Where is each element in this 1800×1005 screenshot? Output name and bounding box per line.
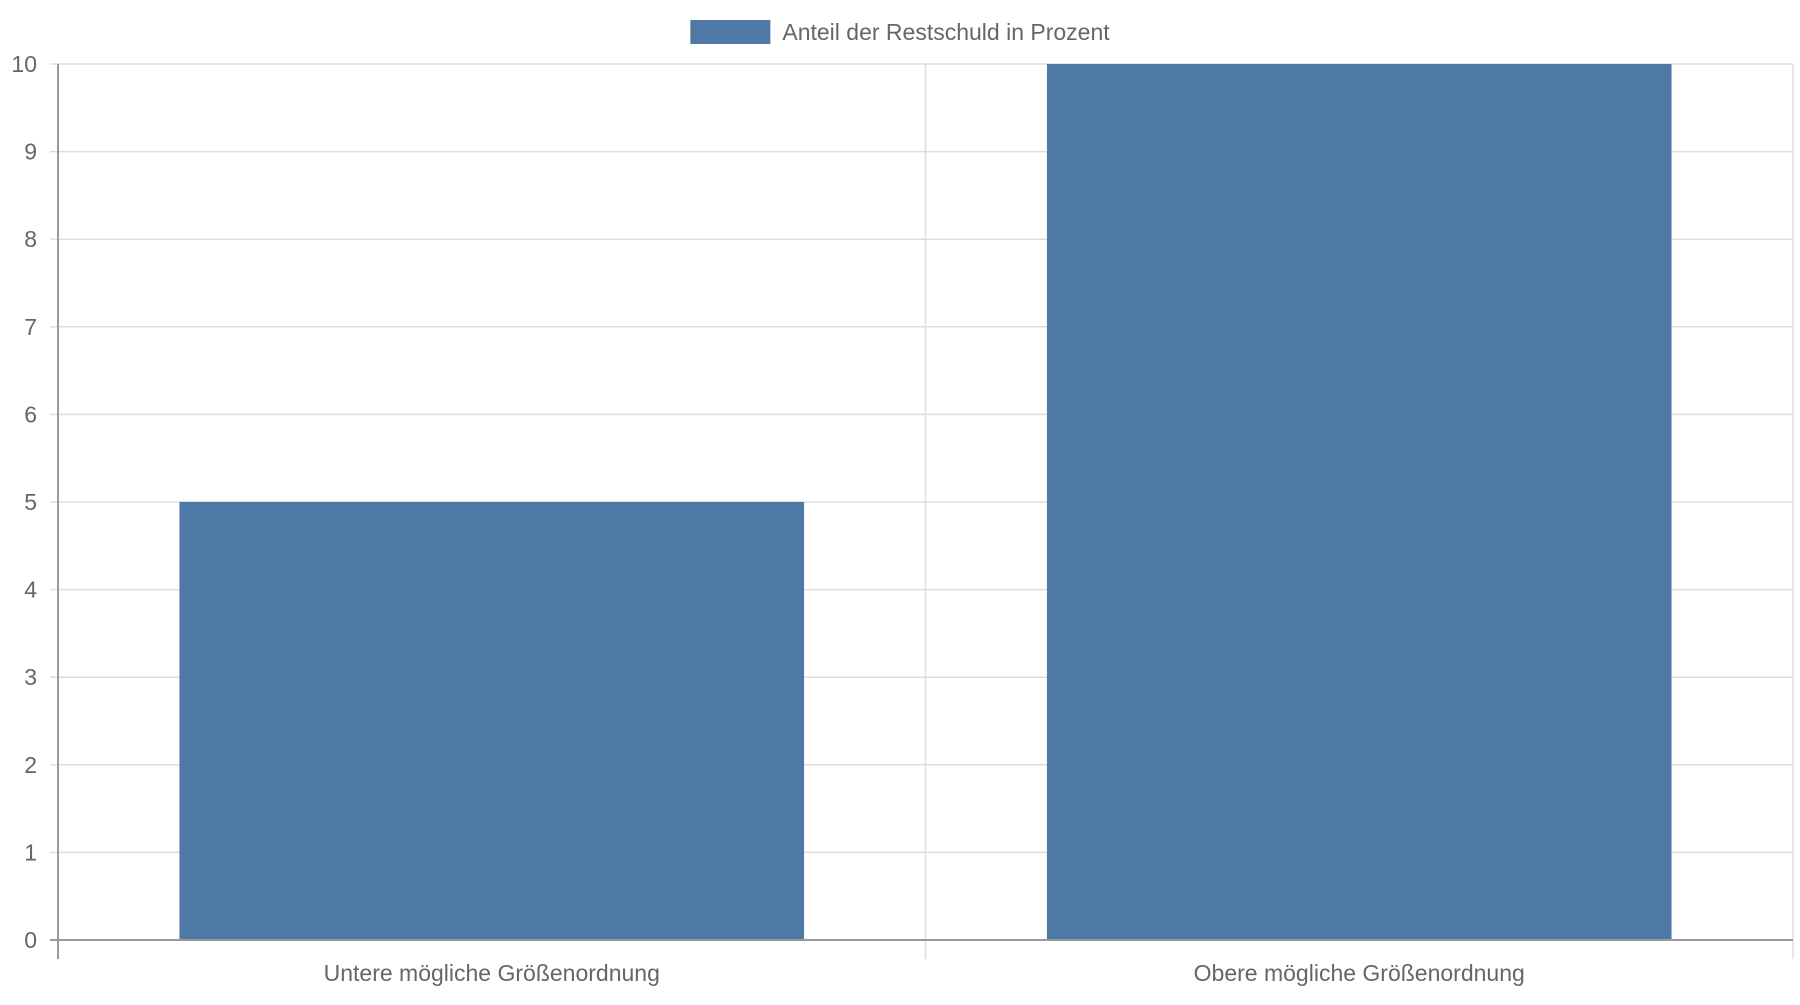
axes-layer — [50, 64, 1793, 959]
x-tick-label: Untere mögliche Größenordnung — [324, 960, 660, 986]
y-tick-label: 0 — [24, 927, 37, 953]
tick-labels: 0 1 2 3 4 5 6 7 8 9 10 Untere mögliche Größenordnun… — [11, 51, 1524, 986]
y-tick-label: 10 — [11, 51, 37, 77]
legend[interactable]: Anteil der Restschuld in Prozent — [690, 19, 1110, 45]
y-tick-label: 6 — [24, 401, 37, 427]
y-tick-label: 4 — [24, 577, 37, 603]
y-tick-label: 1 — [24, 839, 37, 865]
bars-layer — [179, 64, 1672, 940]
bar[interactable] — [179, 502, 805, 940]
y-tick-label: 8 — [24, 226, 37, 252]
bar[interactable] — [1046, 64, 1672, 940]
y-tick-label: 5 — [24, 489, 37, 515]
legend-label[interactable]: Anteil der Restschuld in Prozent — [782, 19, 1110, 45]
y-tick-label: 2 — [24, 752, 37, 778]
x-tick-label: Obere mögliche Größenordnung — [1194, 960, 1525, 986]
legend-swatch[interactable] — [690, 20, 771, 44]
y-tick-label: 9 — [24, 139, 37, 165]
y-tick-label: 3 — [24, 664, 37, 690]
y-tick-label: 7 — [24, 314, 37, 340]
